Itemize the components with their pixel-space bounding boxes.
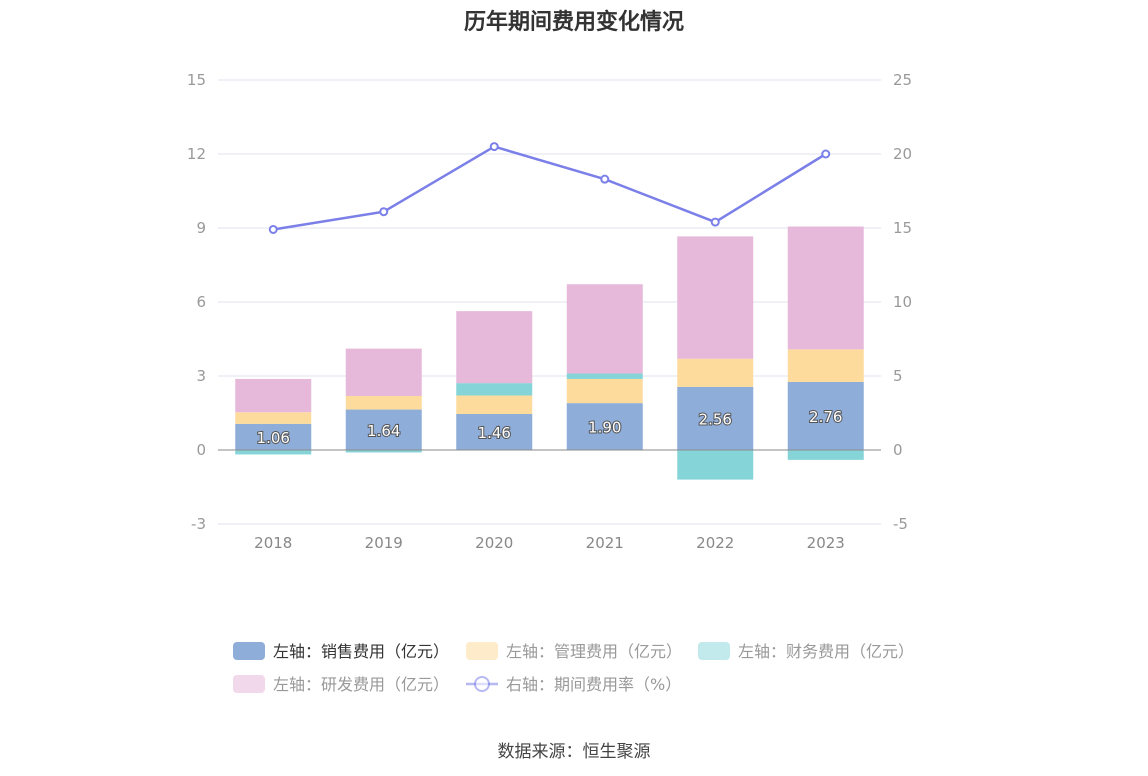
- bar-segment: [456, 311, 533, 384]
- y-axis-right: -5 0 5 10 15 20 25: [893, 71, 912, 533]
- rate-point: [489, 142, 499, 152]
- legend: 左轴：销售费用（亿元） 左轴：管理费用（亿元） 左轴：财务费用（亿元） 左轴：研发费用…: [233, 642, 914, 694]
- bar-segment: [787, 381, 864, 450]
- legend-swatch: [466, 642, 498, 660]
- data-label: 1.64: [367, 422, 400, 440]
- chart-title: 历年期间费用变化情况: [463, 10, 684, 35]
- data-labels: 1.06 1.64 1.46 1.90 2.56 2.76: [256, 407, 844, 448]
- rate-line: [268, 142, 831, 234]
- bar-segment: [235, 412, 312, 424]
- data-label: 1.46: [478, 424, 511, 442]
- y-right-tick-label: 0: [893, 441, 903, 459]
- x-tick-label: 2023: [807, 534, 845, 552]
- data-label: 1.90: [588, 419, 621, 437]
- bar-segment: [345, 395, 422, 410]
- bar-segment: [566, 373, 643, 379]
- legend-item: 左轴：财务费用（亿元）: [698, 642, 914, 661]
- y-left-tick-label: 9: [196, 219, 206, 237]
- legend-item: 左轴：研发费用（亿元）: [233, 675, 449, 694]
- x-tick-label: 2022: [696, 534, 734, 552]
- y-right-tick-label: 20: [893, 145, 912, 163]
- x-tick-label: 2019: [365, 534, 403, 552]
- x-axis: 2018 2019 2020 2021 2022 2023: [254, 534, 845, 552]
- bar-segment: [566, 403, 643, 450]
- bar-segment: [345, 409, 422, 450]
- bar-segment: [677, 358, 754, 387]
- x-tick-label: 2021: [586, 534, 624, 552]
- y-left-tick-label: 12: [187, 145, 206, 163]
- bar-segment: [787, 226, 864, 350]
- y-left-tick-label: 3: [196, 367, 206, 385]
- data-label: 1.06: [257, 429, 290, 447]
- y-left-tick-label: 0: [196, 441, 206, 459]
- bar-segment: [456, 383, 533, 396]
- legend-swatch: [233, 642, 265, 660]
- rate-line-path: [273, 145, 827, 231]
- y-right-tick-label: 15: [893, 219, 912, 237]
- bar-segment: [787, 349, 864, 382]
- bar-segment: [566, 284, 643, 374]
- legend-item: 右轴：期间费用率（%）: [466, 675, 681, 694]
- legend-swatch: [698, 642, 730, 660]
- legend-label: 左轴：研发费用（亿元）: [273, 675, 449, 694]
- bar-segment: [235, 378, 312, 413]
- bar-segment: [677, 236, 754, 359]
- y-left-tick-label: 15: [187, 71, 206, 89]
- y-axis-left: -3 0 3 6 9 12 15: [187, 71, 206, 533]
- rate-point: [710, 217, 720, 227]
- x-tick-label: 2018: [254, 534, 292, 552]
- rate-point: [821, 149, 831, 159]
- data-label: 2.76: [809, 408, 842, 426]
- legend-label: 右轴：期间费用率（%）: [506, 675, 681, 694]
- y-left-tick-label: 6: [196, 293, 206, 311]
- data-source: 数据来源：恒生聚源: [497, 742, 651, 762]
- rate-point: [268, 224, 278, 234]
- legend-item: 左轴：销售费用（亿元）: [233, 642, 449, 661]
- legend-swatch: [233, 675, 265, 693]
- y-left-tick-label: -3: [191, 515, 206, 533]
- y-right-tick-label: 25: [893, 71, 912, 89]
- bars: [235, 226, 864, 480]
- legend-item: 左轴：管理费用（亿元）: [466, 642, 682, 661]
- bar-segment: [345, 450, 422, 453]
- legend-label: 左轴：财务费用（亿元）: [738, 642, 914, 661]
- y-right-tick-label: -5: [893, 515, 908, 533]
- bar-segment: [566, 378, 643, 404]
- bar-segment: [235, 423, 312, 450]
- data-label: 2.56: [699, 410, 732, 428]
- y-right-tick-label: 10: [893, 293, 912, 311]
- rate-point: [600, 174, 610, 184]
- legend-label: 左轴：管理费用（亿元）: [506, 642, 682, 661]
- bar-segment: [677, 386, 754, 450]
- rate-point: [379, 207, 389, 217]
- x-tick-label: 2020: [475, 534, 513, 552]
- legend-label: 左轴：销售费用（亿元）: [273, 642, 449, 661]
- bar-segment: [235, 450, 312, 455]
- legend-point-icon: [474, 676, 490, 692]
- bar-segment: [677, 450, 754, 480]
- bar-segment: [345, 348, 422, 396]
- bar-segment: [787, 450, 864, 460]
- bar-segment: [456, 413, 533, 450]
- bar-segment: [456, 395, 533, 414]
- y-right-tick-label: 5: [893, 367, 903, 385]
- grid-lines: [218, 79, 881, 525]
